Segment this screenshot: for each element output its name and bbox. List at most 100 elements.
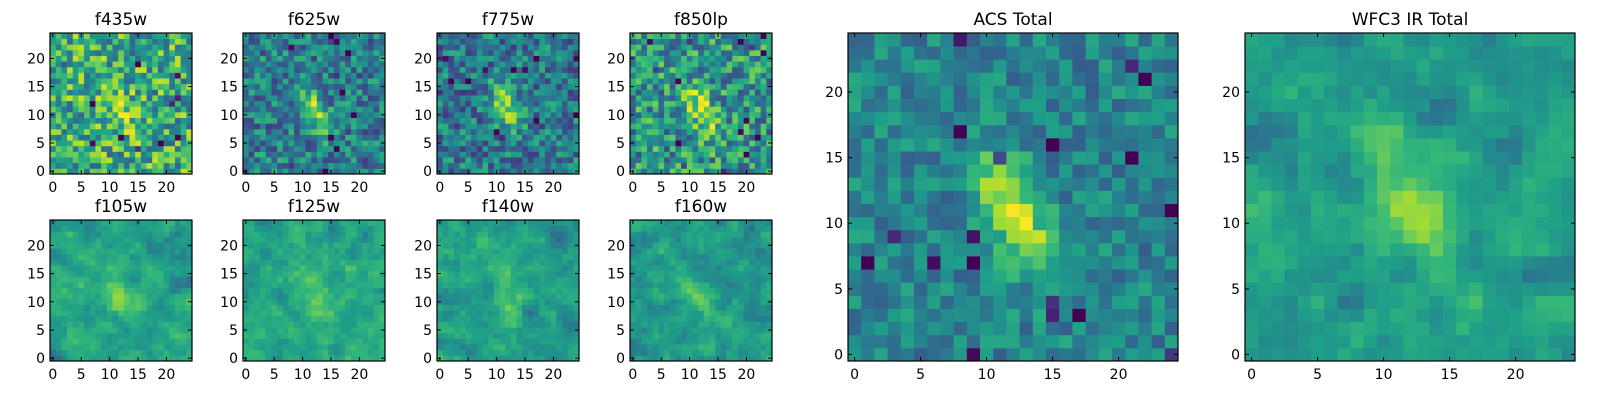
heatmap-cell xyxy=(55,111,62,118)
heatmap-cell xyxy=(681,168,688,175)
heatmap-cell xyxy=(561,253,569,260)
heatmap-cell xyxy=(533,236,540,243)
heatmap-cell xyxy=(282,332,289,339)
heatmap-cell xyxy=(61,72,68,79)
heatmap-cell xyxy=(465,270,472,277)
heatmap-cell xyxy=(140,220,147,227)
heatmap-cell xyxy=(749,128,756,135)
heatmap-cell xyxy=(635,128,642,135)
heatmap-cell xyxy=(635,327,642,334)
heatmap-cell xyxy=(482,140,489,147)
heatmap-cell xyxy=(681,38,688,45)
heatmap-cell xyxy=(630,157,637,164)
heatmap-cell xyxy=(271,259,278,266)
heatmap-cell xyxy=(163,151,170,158)
heatmap-cell xyxy=(459,225,466,232)
heatmap-cell xyxy=(362,44,369,51)
heatmap-cell xyxy=(505,276,512,283)
heatmap-cell xyxy=(146,123,153,130)
heatmap-cell xyxy=(732,327,739,334)
heatmap-cell xyxy=(333,231,340,238)
heatmap-cell xyxy=(311,310,318,317)
heatmap-cell xyxy=(294,106,301,113)
heatmap-cell xyxy=(135,231,142,238)
heatmap-cell xyxy=(442,134,449,141)
heatmap-cell xyxy=(630,304,637,311)
heatmap-cell xyxy=(328,310,335,317)
heatmap-cell xyxy=(510,321,517,328)
heatmap-cell xyxy=(248,83,255,90)
heatmap-cell xyxy=(129,276,136,283)
heatmap-cell xyxy=(180,349,187,356)
heatmap-cell xyxy=(129,89,136,96)
heatmap-cell xyxy=(737,140,744,147)
heatmap-cell xyxy=(123,100,130,107)
heatmap-cell xyxy=(61,225,68,232)
heatmap-cell xyxy=(186,293,193,300)
heatmap-cell xyxy=(95,55,102,62)
heatmap-cell xyxy=(322,72,329,79)
heatmap-cell xyxy=(726,111,733,118)
heatmap-cell xyxy=(373,55,380,62)
heatmap-cell xyxy=(482,332,489,339)
heatmap-cell xyxy=(459,276,466,283)
heatmap-cell xyxy=(482,321,489,328)
heatmap-cell xyxy=(260,338,267,345)
heatmap-cell xyxy=(737,162,744,169)
heatmap-cell xyxy=(123,95,130,102)
heatmap-cell xyxy=(709,293,716,300)
heatmap-cell xyxy=(732,145,739,152)
heatmap-cell xyxy=(89,236,96,243)
heatmap-cell xyxy=(539,168,546,175)
heatmap-cell xyxy=(488,265,495,272)
heatmap-cell xyxy=(465,242,472,249)
heatmap-cell xyxy=(163,321,170,328)
heatmap-cell xyxy=(169,95,176,102)
heatmap-cell xyxy=(516,66,523,73)
heatmap-cell xyxy=(686,349,693,356)
heatmap-cell xyxy=(118,128,125,135)
heatmap-cell xyxy=(84,349,91,356)
heatmap-cell xyxy=(101,49,108,56)
heatmap-cell xyxy=(101,33,108,40)
heatmap-cell xyxy=(339,134,346,141)
heatmap-cell xyxy=(630,66,637,73)
heatmap-cell xyxy=(459,140,466,147)
heatmap-cell xyxy=(367,151,375,158)
heatmap-cell xyxy=(282,33,289,40)
heatmap-cell xyxy=(652,293,659,300)
heatmap-cell xyxy=(186,145,193,152)
heatmap-cell xyxy=(754,344,762,351)
heatmap-cell xyxy=(299,236,306,243)
heatmap-cell xyxy=(84,78,91,85)
heatmap-cell xyxy=(442,276,449,283)
heatmap-cell xyxy=(664,95,671,102)
heatmap-cell xyxy=(174,248,182,255)
heatmap-cell xyxy=(89,248,96,255)
heatmap-cell xyxy=(288,168,295,175)
heatmap-cell xyxy=(448,111,455,118)
heatmap-cell xyxy=(95,38,102,45)
heatmap-cell xyxy=(362,162,369,169)
heatmap-cell xyxy=(544,253,551,260)
heatmap-cell xyxy=(350,33,357,40)
heatmap-cell xyxy=(471,38,478,45)
heatmap-cell xyxy=(84,270,91,277)
heatmap-cell xyxy=(243,236,250,243)
heatmap-cell xyxy=(533,157,540,164)
heatmap-cell xyxy=(311,162,318,169)
heatmap-cell xyxy=(505,89,512,96)
heatmap-cell xyxy=(61,78,68,85)
heatmap-cell xyxy=(50,293,57,300)
heatmap-cell xyxy=(55,61,62,68)
heatmap-cell xyxy=(67,276,74,283)
heatmap-cell xyxy=(72,44,79,51)
heatmap-cell xyxy=(67,344,74,351)
heatmap-cell xyxy=(169,293,176,300)
heatmap-cell xyxy=(260,134,267,141)
heatmap-cell xyxy=(254,168,261,175)
heatmap-cell xyxy=(50,231,57,238)
heatmap-cell xyxy=(248,349,255,356)
heatmap-cell xyxy=(67,66,74,73)
heatmap-cell xyxy=(84,100,91,107)
